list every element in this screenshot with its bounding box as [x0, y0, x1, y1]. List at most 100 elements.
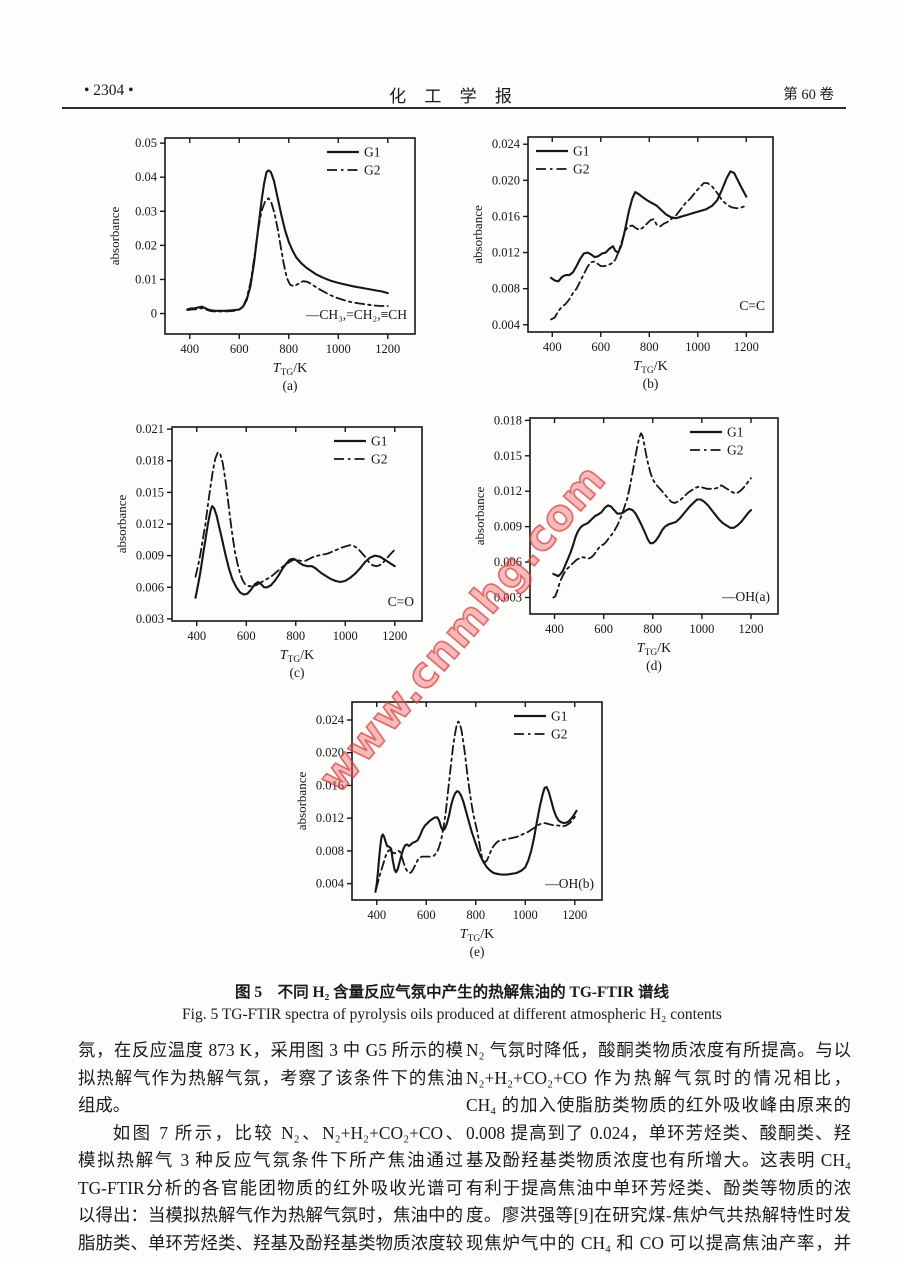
y-tick-label: 0 — [151, 307, 157, 321]
panel-label: (b) — [643, 376, 659, 391]
y-tick-label: 0.02 — [135, 238, 157, 252]
y-tick-label: 0.004 — [316, 877, 345, 891]
chart-panel-a: 400 600 800 1000 1200 0 0.01 0.02 0.03 0.04 0.05 ab… — [100, 124, 445, 401]
x-tick-label: 400 — [367, 908, 386, 922]
annotation-label: —OH(a) — [721, 589, 770, 604]
x-tick-label: 1200 — [738, 622, 763, 636]
volume-label: 第 60 卷 — [783, 87, 834, 103]
y-tick-label: 0.04 — [135, 170, 158, 184]
chart-svg-e: 400 600 800 1000 1200 0.004 0.008 0.012 0.016 0.0… — [294, 701, 603, 959]
y-axis-label: absorbance — [114, 495, 129, 554]
x-tick-label: 1000 — [326, 342, 351, 356]
body-text-line: 度。廖洪强等[9]在研究煤-焦炉气共热解特性时发 — [466, 1205, 851, 1225]
y-tick-label: 0.012 — [136, 517, 164, 531]
series-G1 — [374, 786, 578, 893]
y-tick-label: 0.024 — [316, 713, 345, 727]
body-text-line: 组成。 — [78, 1095, 131, 1115]
x-axis-label: TTG/K — [280, 648, 314, 665]
x-axis-label: TTG/K — [460, 927, 494, 944]
body-text-line: 模拟热解气 3 种反应气氛条件下所产焦油通过 — [78, 1150, 463, 1170]
x-tick-label: 1000 — [689, 622, 714, 636]
series-G1 — [186, 169, 389, 312]
x-tick-label: 1000 — [513, 908, 538, 922]
body-text-line: N₂+H₂+CO₂+CO 作为热解气氛时的情况相比， — [466, 1067, 851, 1088]
body-text-line: 脂肪类、单环芳烃类、羟基及酚羟基类物质浓度较 — [78, 1232, 463, 1253]
legend-label-G2: G2 — [573, 162, 590, 177]
y-tick-label: 0.03 — [135, 204, 157, 218]
chart-svg-d: 400 600 800 1000 1200 0.003 0.006 0.009 0.012 0.0… — [472, 413, 779, 673]
body-text-line: CH₄ 的加入使脂肪类物质的红外吸收峰由原来的 — [466, 1095, 851, 1115]
figure-caption-zh: 图 5 不同 H₂ 含量反应气氛中产生的热解焦油的 TG-FTIR 谱线 — [235, 984, 669, 1001]
plot-frame — [164, 137, 416, 335]
x-tick-label: 800 — [643, 622, 662, 636]
panel-label: (e) — [470, 944, 485, 959]
body-text-line: 氛，在反应温度 873 K，采用图 3 中 G5 所示的模 — [78, 1040, 463, 1060]
legend-label-G1: G1 — [727, 425, 744, 440]
series-G2 — [186, 197, 389, 313]
panel-label: (a) — [283, 378, 298, 393]
series-G2 — [550, 182, 748, 321]
x-axis-label: TTG/K — [273, 361, 307, 378]
legend-label-G1: G1 — [371, 434, 388, 449]
x-tick-label: 600 — [237, 629, 256, 643]
x-tick-label: 1000 — [333, 629, 358, 643]
body-text-line: 拟热解气作为热解气氛，考察了该条件下的焦油 — [78, 1067, 463, 1088]
y-tick-label: 0.020 — [492, 173, 520, 187]
y-tick-label: 0.024 — [492, 137, 521, 151]
journal-title: 化 工 学 报 — [389, 87, 519, 106]
x-tick-label: 600 — [230, 342, 249, 356]
body-text-line: 现焦炉气中的 CH₄ 和 CO 可以提高焦油产率，并 — [466, 1232, 851, 1253]
y-tick-label: 0.021 — [136, 422, 164, 436]
page-header: • 2304 • 化 工 学 报 第 60 卷 — [62, 82, 846, 106]
plot-frame — [351, 701, 603, 901]
annotation-label: —OH(b) — [544, 876, 594, 891]
y-tick-label: 0.008 — [316, 844, 344, 858]
x-tick-label: 1200 — [375, 342, 400, 356]
plot-frame — [527, 136, 774, 333]
y-tick-label: 0.015 — [494, 449, 522, 463]
y-tick-label: 0.008 — [492, 282, 520, 296]
x-tick-label: 1200 — [382, 629, 407, 643]
y-tick-label: 0.012 — [494, 484, 522, 498]
y-tick-label: 0.004 — [492, 318, 521, 332]
chart-panel-d: 400 600 800 1000 1200 0.003 0.006 0.009 0.012 0.0… — [452, 402, 802, 695]
series-G2 — [194, 451, 395, 588]
y-axis-label: absorbance — [107, 207, 122, 266]
y-tick-label: 0.015 — [136, 485, 164, 499]
chart-panel-e: 400 600 800 1000 1200 0.004 0.008 0.012 0.016 0.0… — [285, 687, 635, 985]
body-column-right: N₂ 气氛时降低，酸酮类物质浓度有所提高。与以 N₂+H₂+CO₂+CO 作为热解… — [466, 1037, 851, 1257]
chart-panel-c: 400 600 800 1000 1200 0.003 0.006 0.009 0.012 0.0… — [105, 402, 450, 695]
x-tick-label: 1200 — [562, 908, 587, 922]
body-text-line: TG-FTIR分析的各官能团物质的红外吸收光谱可 — [78, 1177, 463, 1198]
x-tick-label: 600 — [594, 622, 613, 636]
y-tick-label: 0.020 — [316, 746, 344, 760]
legend-label-G2: G2 — [551, 727, 568, 742]
y-axis-label: absorbance — [470, 205, 485, 264]
y-tick-label: 0.016 — [492, 209, 520, 223]
body-text-line: 基及酚羟基类物质浓度也有所增大。这表明 CH₄ — [466, 1150, 851, 1170]
y-tick-label: 0.012 — [492, 246, 520, 260]
x-tick-label: 400 — [187, 629, 206, 643]
y-tick-label: 0.003 — [136, 612, 164, 626]
chart-svg-b: 400 600 800 1000 1200 0.004 0.008 0.012 0.016 0.0… — [470, 136, 774, 391]
page-number: • 2304 • — [84, 82, 134, 99]
y-tick-label: 0.009 — [494, 520, 522, 534]
series-G1 — [552, 498, 753, 578]
x-tick-label: 800 — [279, 342, 298, 356]
x-tick-label: 1000 — [685, 340, 710, 354]
legend-label-G1: G1 — [551, 709, 568, 724]
body-column-left: 氛，在反应温度 873 K，采用图 3 中 G5 所示的模 拟热解气作为热解气氛，… — [78, 1037, 463, 1257]
y-tick-label: 0.016 — [316, 778, 344, 792]
x-tick-label: 800 — [466, 908, 485, 922]
annotation-label: C=O — [388, 594, 415, 609]
header-rule — [62, 107, 846, 109]
y-tick-label: 0.018 — [136, 454, 164, 468]
x-tick-label: 400 — [543, 340, 562, 354]
y-tick-label: 0.003 — [494, 590, 522, 604]
y-tick-label: 0.05 — [135, 136, 157, 150]
y-tick-label: 0.01 — [135, 272, 157, 286]
x-tick-label: 800 — [640, 340, 659, 354]
y-tick-label: 0.018 — [494, 413, 522, 427]
chart-panel-b: 400 600 800 1000 1200 0.004 0.008 0.012 0.016 0.0… — [452, 124, 802, 401]
